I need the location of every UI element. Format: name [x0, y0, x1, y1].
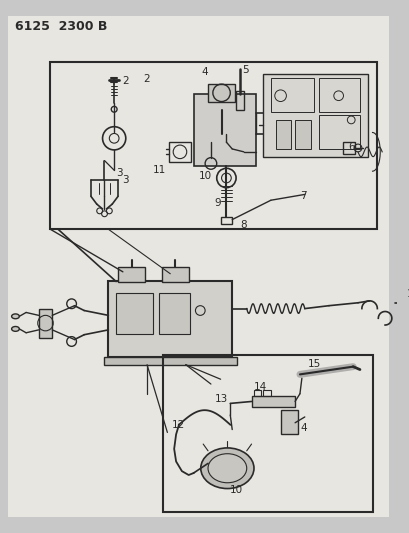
Text: 13: 13: [214, 394, 227, 403]
Ellipse shape: [11, 327, 19, 332]
Text: 2: 2: [143, 75, 149, 84]
Bar: [169, 142, 190, 161]
Text: 12: 12: [172, 420, 185, 430]
Bar: [118, 267, 145, 282]
Ellipse shape: [207, 454, 246, 483]
Bar: [50, 62, 376, 229]
Text: 9: 9: [214, 198, 221, 208]
Bar: [270, 78, 314, 112]
Text: 15: 15: [307, 359, 320, 369]
Text: 10: 10: [198, 171, 211, 181]
Text: 6: 6: [348, 142, 354, 152]
Bar: [263, 75, 367, 157]
Bar: [220, 217, 231, 224]
Bar: [108, 281, 231, 357]
Ellipse shape: [200, 448, 253, 489]
Bar: [253, 390, 261, 395]
Text: 6125  2300 B: 6125 2300 B: [14, 20, 107, 33]
Bar: [343, 142, 354, 154]
Bar: [251, 395, 294, 407]
Text: 10: 10: [230, 484, 243, 495]
Text: 7: 7: [299, 190, 306, 200]
Bar: [161, 267, 188, 282]
Text: 4: 4: [299, 423, 306, 433]
Text: 14: 14: [253, 382, 266, 392]
Bar: [294, 120, 310, 149]
Bar: [162, 355, 372, 512]
Bar: [280, 410, 297, 434]
Bar: [207, 84, 234, 101]
Bar: [263, 390, 270, 395]
Bar: [319, 78, 359, 112]
Ellipse shape: [11, 314, 19, 319]
Bar: [319, 115, 359, 149]
Text: 8: 8: [239, 220, 246, 230]
Bar: [236, 91, 243, 110]
Text: 4: 4: [201, 67, 207, 77]
Bar: [193, 94, 256, 166]
Bar: [103, 357, 236, 365]
Text: 11: 11: [153, 165, 166, 175]
Text: 2: 2: [121, 76, 128, 86]
Bar: [275, 120, 290, 149]
Text: 5: 5: [241, 65, 248, 75]
Bar: [158, 293, 189, 334]
Bar: [116, 293, 153, 334]
Text: 1: 1: [405, 289, 409, 299]
Text: 3: 3: [121, 175, 128, 185]
Bar: [38, 309, 52, 337]
Text: 3: 3: [116, 168, 122, 179]
